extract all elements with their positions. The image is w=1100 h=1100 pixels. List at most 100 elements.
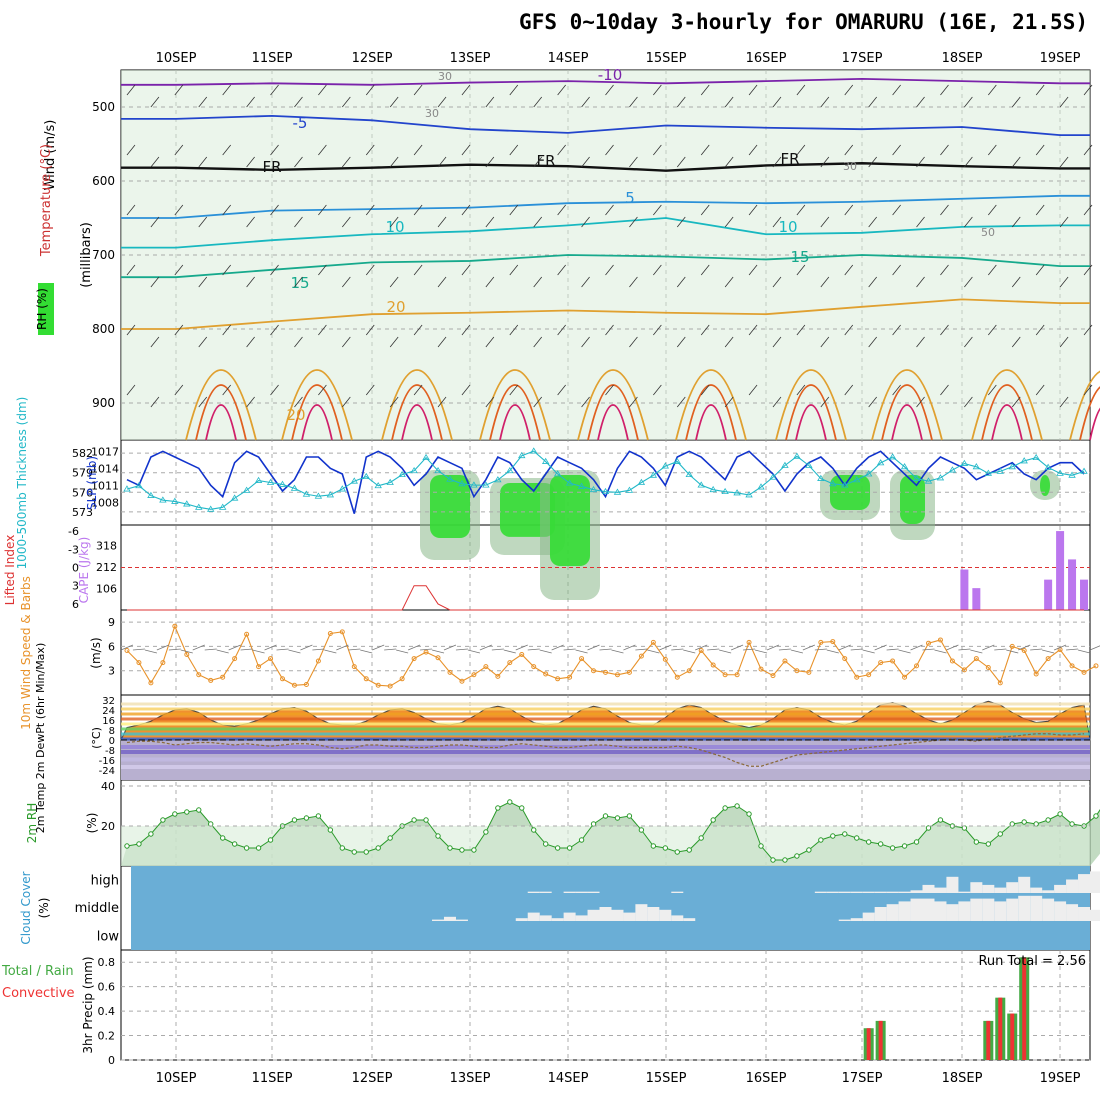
wind-barb [826,649,839,654]
rh-zone-green [550,475,590,566]
wind-barb [342,156,351,168]
wind-barb [1083,144,1093,156]
thickness-point [350,477,358,484]
contour-label: 10 [778,218,797,236]
rh-point [626,813,633,819]
thickness-point [446,475,454,482]
wind-barb [557,324,566,336]
cloud-cell [886,891,899,893]
thickness-point [960,459,969,466]
wind-speed-point [459,678,465,684]
contour-label: FR [262,158,281,176]
wind-barb [533,156,543,168]
rh-point [315,813,322,819]
wind-barb [150,156,160,168]
lifted-tick-label: -6 [68,525,79,538]
wind-barb [246,336,255,348]
wind-barb [868,396,877,408]
temperature-contour [121,217,1090,249]
wind-barb [372,644,385,651]
cloud-cell [1030,895,1043,921]
wind-barb [599,648,612,651]
pressure-tick-label: 800 [92,322,115,336]
precip-conv-bar [986,1020,991,1060]
wind-speed-point [961,667,967,673]
thickness-point [230,494,239,501]
lifted-tick-label: 0 [72,562,79,575]
thickness-point [1044,463,1052,470]
wind-barb [1059,396,1069,408]
thickness-point [506,466,514,474]
wind-barb [288,649,301,654]
wind-barb [198,96,208,108]
cloud-cell [563,912,576,921]
thickness-point [817,474,825,481]
rh-legend-swatch [38,283,54,335]
wind-speed-point [949,658,955,664]
rh-point [387,835,393,841]
wind-barb [527,648,540,651]
rh-tick-label: 40 [101,780,115,793]
cloud-cell [910,898,923,921]
cloud-cell [970,898,983,921]
thickness-point [829,480,837,487]
rh-point [351,849,357,855]
wind-barb [413,144,423,156]
rh-point [854,835,860,841]
wind-barb [389,276,399,288]
date-label-top: 11SEP [252,51,293,66]
lifted-tick-label: -3 [68,543,79,556]
cape-axis-label: CAPE (J/kg) [77,537,91,604]
rh-point [447,845,453,851]
wind-barb [724,336,734,348]
wind-barb [916,396,925,408]
wind-barb [605,204,614,216]
warm-contour [685,384,737,441]
wind-barb [539,649,552,654]
wind-barb [868,336,877,348]
temp-tick-label: 0 [109,736,115,747]
thickness-point [458,480,466,487]
wind-speed-point [399,676,405,682]
thickness-point [601,487,610,495]
wind-speed-point [387,683,393,689]
cloud-cell [1054,901,1067,921]
thickness-point [326,491,335,498]
cloud-cell [994,887,1007,893]
wind-barb [389,396,399,408]
wind-barb [587,644,600,651]
wind-speed-point [555,676,561,682]
rh-point [124,843,130,849]
rh-point [327,827,334,833]
rh-point [184,809,190,815]
rh-point [531,827,537,833]
cloud-cell [1018,876,1031,893]
thickness-point [374,481,382,489]
wind-barb [126,264,136,276]
wind-barb [174,144,184,156]
wind-barb [360,649,373,654]
pressure-tick-label: 700 [92,248,115,262]
wind-speed-point [531,664,537,670]
cloud-cell [946,876,959,893]
cloud-level-label: high [91,874,119,889]
wind-barb [461,324,471,336]
rh-point [830,833,836,839]
cloud-cell [683,918,696,921]
cloud-cell [946,904,959,921]
thickness-point [266,478,275,485]
rh-point [686,847,692,853]
wind-speed-point [1021,647,1027,653]
wind-barb [844,264,854,276]
cloud-cell [1018,895,1031,921]
wind-barb [581,336,590,348]
cloud-panel: high middle low [75,866,1100,950]
cloud-cell [515,918,528,921]
date-label-top: 18SEP [942,51,983,66]
wind-barb [964,156,973,168]
thickness-point [410,466,418,474]
cape-panel: -6 -3 0 3 6 318 212 106 [68,525,1090,611]
wind-barb [174,384,184,396]
cloud-cell [635,904,648,921]
wind-barb [940,84,949,96]
